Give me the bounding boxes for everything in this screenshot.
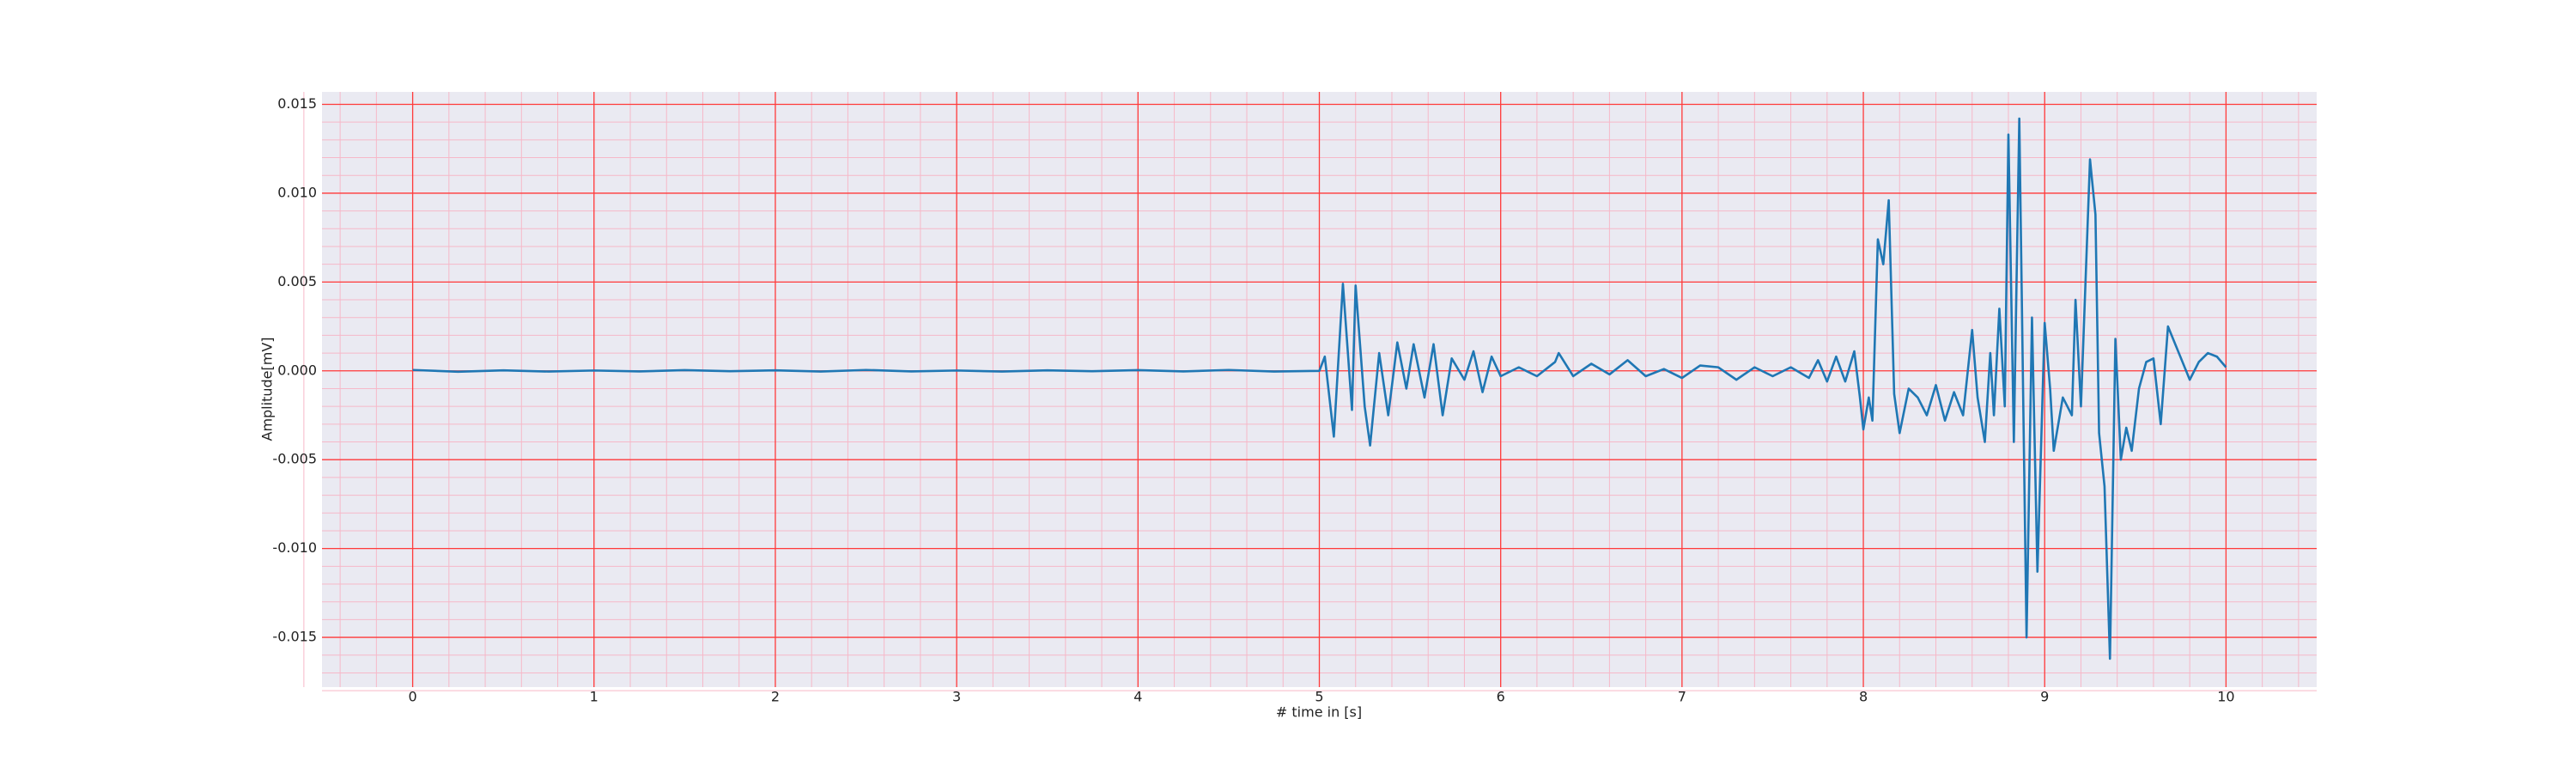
y-tick-label: 0.000 <box>277 362 317 378</box>
x-tick-label: 0 <box>408 689 416 705</box>
x-tick-label: 4 <box>1133 689 1142 705</box>
y-axis-label: Amplitude[mV] <box>259 337 276 441</box>
x-tick-label: 8 <box>1859 689 1868 705</box>
x-tick-label: 3 <box>952 689 961 705</box>
x-tick-label: 10 <box>2217 689 2234 705</box>
x-tick-label: 1 <box>590 689 598 705</box>
x-axis-label: # time in [s] <box>1276 704 1362 721</box>
x-tick-label: 6 <box>1497 689 1505 705</box>
data-line <box>412 117 2227 660</box>
y-tick-label: 0.015 <box>277 95 317 112</box>
y-tick-label: 0.005 <box>277 273 317 289</box>
x-tick-label: 2 <box>771 689 780 705</box>
y-tick-label: -0.015 <box>272 629 317 645</box>
x-tick-label: 7 <box>1678 689 1686 705</box>
x-tick-label: 5 <box>1315 689 1323 705</box>
x-tick-label: 9 <box>2040 689 2049 705</box>
y-tick-label: 0.010 <box>277 184 317 200</box>
y-tick-label: -0.010 <box>272 539 317 556</box>
y-tick-label: -0.005 <box>272 451 317 467</box>
